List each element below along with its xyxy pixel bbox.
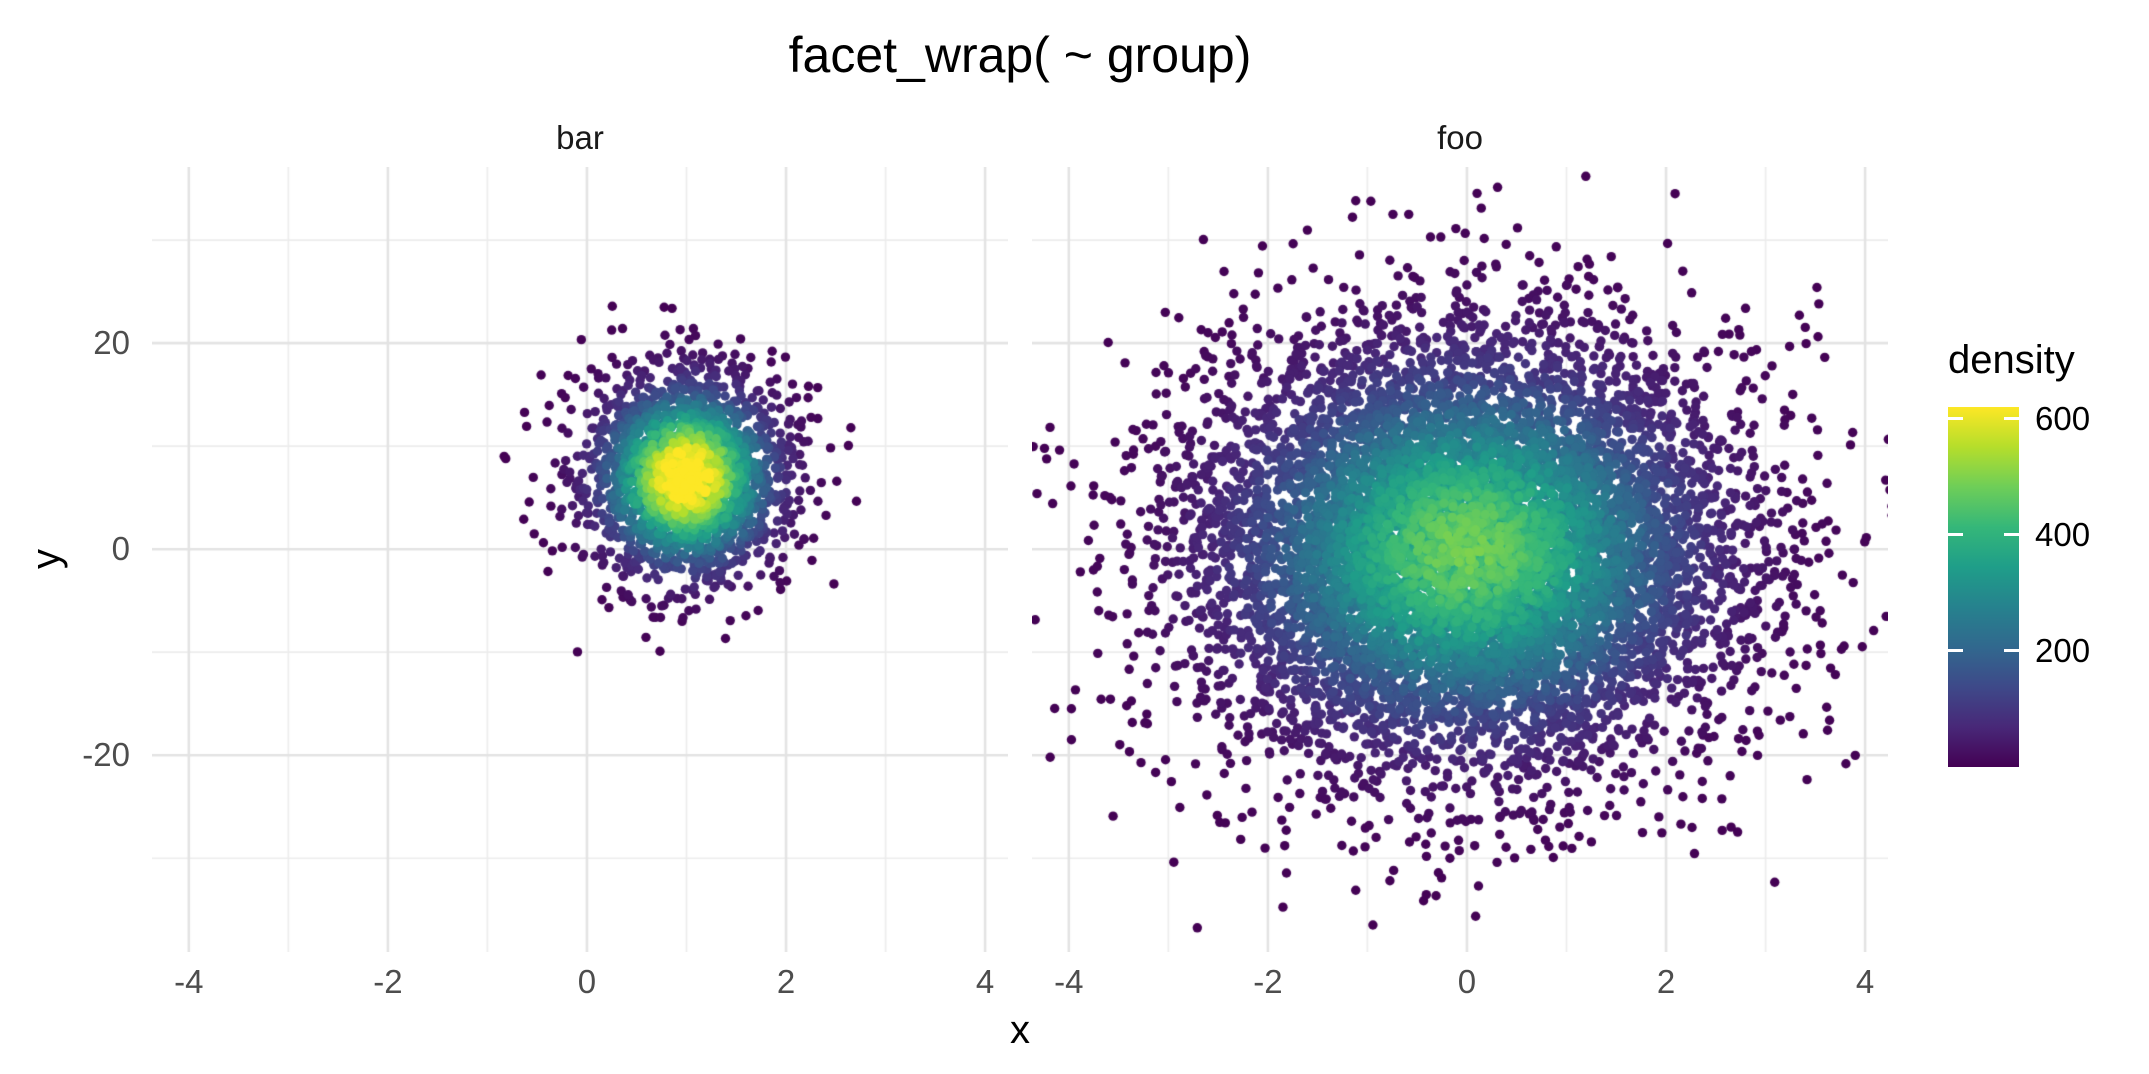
panel-canvas-bar bbox=[152, 167, 1008, 952]
legend-title: density bbox=[1948, 338, 2075, 382]
facet-strip-foo: foo bbox=[1437, 119, 1483, 156]
x-tick-label: -2 bbox=[373, 963, 403, 1000]
legend-tick-mark bbox=[2004, 533, 2019, 537]
plot-title: facet_wrap( ~ group) bbox=[788, 27, 1252, 83]
y-tick-label: -20 bbox=[82, 736, 130, 774]
x-tick-label: -2 bbox=[1253, 963, 1283, 1000]
x-tick-label: 0 bbox=[1457, 963, 1477, 1000]
x-tick-label: -4 bbox=[174, 963, 204, 1000]
x-axis-title: x bbox=[1010, 1008, 1030, 1052]
x-tick-label: 0 bbox=[577, 963, 597, 1000]
x-tick-label: -4 bbox=[1054, 963, 1084, 1000]
legend-tick-label: 200 bbox=[2035, 631, 2091, 669]
legend-tick-mark bbox=[1948, 533, 1963, 537]
legend-tick-label: 400 bbox=[2035, 515, 2091, 553]
x-tick-label: 2 bbox=[1656, 963, 1676, 1000]
x-tick-label: 4 bbox=[975, 963, 995, 1000]
legend-tick-label: 600 bbox=[2035, 399, 2091, 437]
facet-strip-bar: bar bbox=[556, 119, 604, 156]
legend-tick-mark bbox=[2004, 417, 2019, 421]
legend-tick-mark bbox=[2004, 649, 2019, 653]
x-tick-label: 4 bbox=[1855, 963, 1875, 1000]
panel-canvas-foo bbox=[1032, 167, 1888, 952]
legend-colorbar bbox=[1948, 407, 2019, 767]
y-tick-label: 0 bbox=[111, 530, 130, 568]
legend-tick-mark bbox=[1948, 649, 1963, 653]
y-tick-label: 20 bbox=[93, 324, 130, 362]
legend-tick-mark bbox=[1948, 417, 1963, 421]
legend-density: density 600 400 200 bbox=[1948, 338, 2149, 808]
x-tick-label: 2 bbox=[776, 963, 796, 1000]
